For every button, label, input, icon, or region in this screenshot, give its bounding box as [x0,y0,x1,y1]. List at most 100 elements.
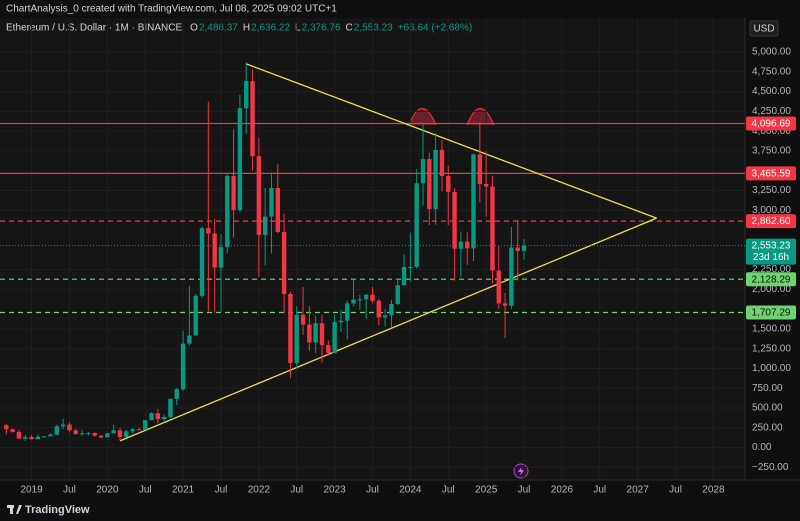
event-icon-bolt[interactable] [518,466,524,476]
candle-body [471,154,476,249]
level-label: 4,096.69 [752,119,791,130]
x-tick-label: Jul [669,485,682,496]
candle-body [465,241,470,249]
candle-body [161,417,167,420]
change: +66.64 (+2.68%) [398,23,473,34]
candle-body [218,247,224,268]
top-marker [408,108,437,126]
candle-body [149,413,154,421]
candle-body [294,314,299,363]
candle-body [244,80,249,109]
x-tick-label: Jul [215,485,228,496]
y-tick-label: 3,250.00 [752,185,791,196]
candle-body [136,429,142,431]
event-icon[interactable] [513,463,529,479]
candle-body [250,80,255,157]
candle-body [105,433,110,438]
candle-body [98,435,104,438]
candle-body [307,324,312,343]
trendline [246,63,657,219]
y-tick-label: 4,500.00 [752,86,791,97]
candle-body [4,425,9,430]
candle-body [79,433,85,435]
brand-logo [7,505,22,514]
candle-body [10,429,15,432]
x-tick-label: 2028 [702,485,725,496]
y-tick-label: −250.00 [752,462,789,473]
y-tick-label: 4,250.00 [752,106,791,117]
x-tick-label: 2019 [20,485,43,496]
candle-body [187,335,192,344]
level-label: 3,465.59 [752,169,791,180]
candle-body [275,187,280,232]
y-tick-label: 0.00 [752,442,772,453]
currency-box[interactable] [749,20,779,37]
candle-body [73,430,78,434]
candle-body [363,294,369,300]
y-tick-label: 750.00 [752,383,783,394]
candle-body [420,159,426,184]
candle-body [86,433,91,435]
y-tick-label: 2,250.00 [752,264,791,275]
y-tick-label: 250.00 [752,422,783,433]
logo-part [10,505,13,514]
candle-body [54,426,60,435]
y-tick-label: 5,000.00 [752,47,791,58]
x-tick-label: Jul [593,485,606,496]
candle-body [281,231,287,295]
candle-body [414,183,419,267]
candle-body [199,228,205,296]
legend-key: O [190,23,198,34]
candle-body [237,108,243,211]
brand: TradingView [25,504,90,516]
x-tick-label: Jul [442,485,455,496]
candle-body [256,156,262,235]
candle-body [490,186,495,271]
candle-body [193,295,198,336]
level-label: 2,128.29 [752,274,791,285]
y-tick-label: 2,000.00 [752,284,791,295]
y-tick-label: 3,750.00 [752,146,791,157]
candle-body [23,437,28,439]
candle-body [48,434,53,437]
legend-value: 2,486.37 [199,23,238,34]
candle-body [29,437,34,440]
trendline [119,217,657,442]
candle-body [521,245,527,251]
x-tick-label: 2020 [96,485,119,496]
x-tick-label: 2027 [627,485,650,496]
legend: Ethereum / U.S. Dollar · 1M · BINANCE O 2,… [6,23,472,34]
x-tick-label: 2021 [172,485,195,496]
candle-body [130,429,135,432]
candle-body [502,303,508,306]
candle-body [408,266,413,268]
candle-body [345,303,350,321]
candle-body [174,389,179,399]
y-tick-label: 1,000.00 [752,363,791,374]
candle-body [439,149,445,176]
last-price-box [746,238,796,265]
candle-body [452,191,457,249]
y-tick-label: 1,500.00 [752,324,791,335]
candle-body [143,420,148,430]
candle-body [458,241,464,249]
candle-body [60,424,66,427]
currency[interactable]: USD [753,24,774,35]
candle-body [509,247,514,306]
candle-body [376,300,382,318]
candle-body [401,267,407,286]
candle-body [496,270,501,304]
candle-body [338,320,344,323]
x-tick-label: Jul [290,485,303,496]
x-tick-label: 2025 [475,485,498,496]
candle-body [262,216,268,235]
candle-body [124,431,129,438]
y-tick-label: 3,000.00 [752,205,791,216]
candle-body [326,345,331,353]
level-label-box [746,305,796,320]
chart-title: ChartAnalysis_0 created with TradingView… [6,4,337,15]
level-label: 1,707.29 [752,308,791,319]
candle-body [319,323,325,346]
